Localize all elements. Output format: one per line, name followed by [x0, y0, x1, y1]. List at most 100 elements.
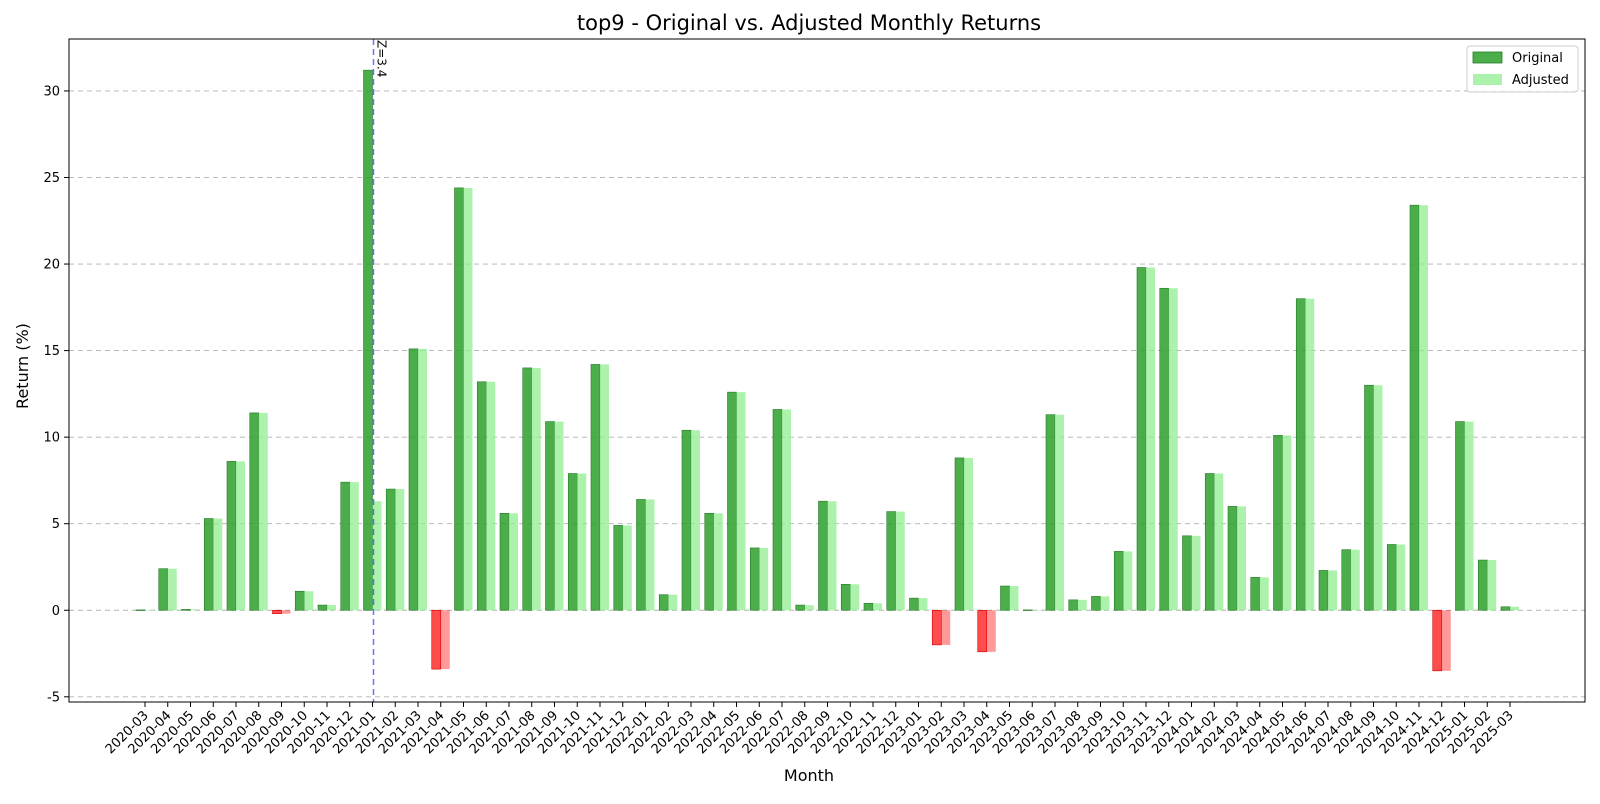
bar-original [1432, 609, 1443, 672]
legend-label-adjusted: Adjusted [1512, 73, 1569, 88]
bar-original [772, 409, 783, 611]
bar-original [1068, 599, 1079, 611]
bar-original [795, 604, 806, 611]
bar-original [1364, 384, 1374, 611]
bar-adjusted [463, 187, 473, 611]
bar-adjusted [873, 603, 882, 611]
bar-original [158, 568, 169, 611]
chart-title: top9 - Original vs. Adjusted Monthly Ret… [577, 11, 1041, 35]
bar-original [1159, 287, 1170, 611]
bar-adjusted [145, 609, 154, 611]
bar-original [863, 603, 874, 611]
bar-original [1341, 549, 1352, 611]
bar-adjusted [804, 605, 814, 611]
x-axis-label: Month [784, 766, 834, 785]
bar-original [249, 412, 260, 611]
bar-original [1091, 596, 1101, 611]
bar-adjusted [1009, 586, 1019, 611]
bar-adjusted [486, 381, 496, 611]
bar-original [658, 594, 669, 611]
bar-original [977, 609, 988, 653]
y-tick-label: 5 [52, 517, 60, 532]
bar-original [454, 187, 464, 611]
bar-adjusted [304, 591, 314, 611]
bar-original [818, 500, 828, 611]
bar-adjusted [509, 513, 518, 611]
bar-original [1136, 267, 1147, 611]
bar-original [385, 488, 396, 611]
plot-frame [68, 38, 1586, 703]
bar-original [317, 604, 328, 611]
bar-original [476, 381, 487, 611]
bar-original [1455, 421, 1465, 611]
bar-original [1409, 204, 1420, 611]
bar-adjusted [827, 501, 837, 611]
bar-adjusted [1077, 599, 1087, 611]
outlier-annotation: Z=3.4 [375, 40, 389, 77]
bar-original [886, 511, 897, 611]
bar-adjusted [1373, 385, 1383, 611]
bar-original [1318, 570, 1329, 611]
bar-adjusted [1168, 288, 1178, 611]
bar-adjusted [986, 610, 996, 652]
bar-adjusted [918, 598, 928, 611]
bar-original [590, 364, 601, 611]
bar-original [1182, 535, 1192, 611]
bar-adjusted [167, 568, 177, 611]
bar-original [749, 547, 760, 611]
bar-adjusted [395, 489, 405, 611]
bar-original [567, 473, 578, 611]
bar-original [135, 609, 146, 611]
bar-original [1295, 298, 1306, 611]
bar-original [226, 461, 237, 611]
bar-adjusted [964, 457, 973, 611]
bar-original [499, 513, 510, 611]
y-tick-label: 30 [43, 84, 60, 99]
bar-adjusted [554, 421, 564, 611]
bar-adjusted [1419, 205, 1428, 611]
bar-original [1204, 473, 1215, 611]
bar-original [1113, 551, 1124, 611]
bar-original [1000, 585, 1010, 611]
bar-adjusted [349, 482, 359, 611]
bar-adjusted [600, 364, 609, 611]
bar-original [408, 348, 419, 611]
bar-original [294, 590, 305, 611]
bar-original [181, 609, 191, 611]
bar-adjusted [1123, 551, 1133, 611]
bar-adjusted [645, 499, 655, 611]
bar-adjusted [440, 610, 450, 670]
bar-adjusted [1396, 544, 1406, 611]
bar-adjusted [1146, 267, 1155, 611]
y-tick-label: 25 [43, 171, 60, 186]
bar-original [272, 609, 282, 615]
bar-original [1273, 435, 1283, 611]
bar-original [840, 583, 851, 611]
bar-original [704, 513, 715, 611]
bar-original [931, 609, 942, 646]
bar-original [1227, 506, 1238, 611]
y-tick-label: 20 [43, 258, 60, 273]
bar-original [1500, 606, 1511, 611]
bar-adjusted [1214, 473, 1224, 611]
bar-original [954, 457, 965, 611]
bar-adjusted [1282, 435, 1292, 611]
bar-adjusted [418, 348, 427, 611]
y-tick-label: 10 [43, 431, 60, 446]
bar-adjusted [1032, 609, 1042, 611]
bar-adjusted [1464, 421, 1474, 611]
bar-adjusted [941, 610, 951, 645]
bar-adjusted [850, 584, 860, 611]
bar-adjusted [372, 501, 382, 611]
bar-adjusted [1487, 560, 1497, 611]
bar-original [909, 597, 919, 611]
bar-adjusted [736, 392, 746, 611]
bar-adjusted [1328, 570, 1337, 611]
bar-original [636, 499, 646, 611]
bar-original [203, 518, 214, 611]
bar-adjusted [1305, 298, 1315, 611]
bar-adjusted [190, 609, 200, 611]
bar-adjusted [691, 430, 700, 611]
bar-adjusted [258, 412, 268, 611]
bar-adjusted [713, 513, 723, 611]
